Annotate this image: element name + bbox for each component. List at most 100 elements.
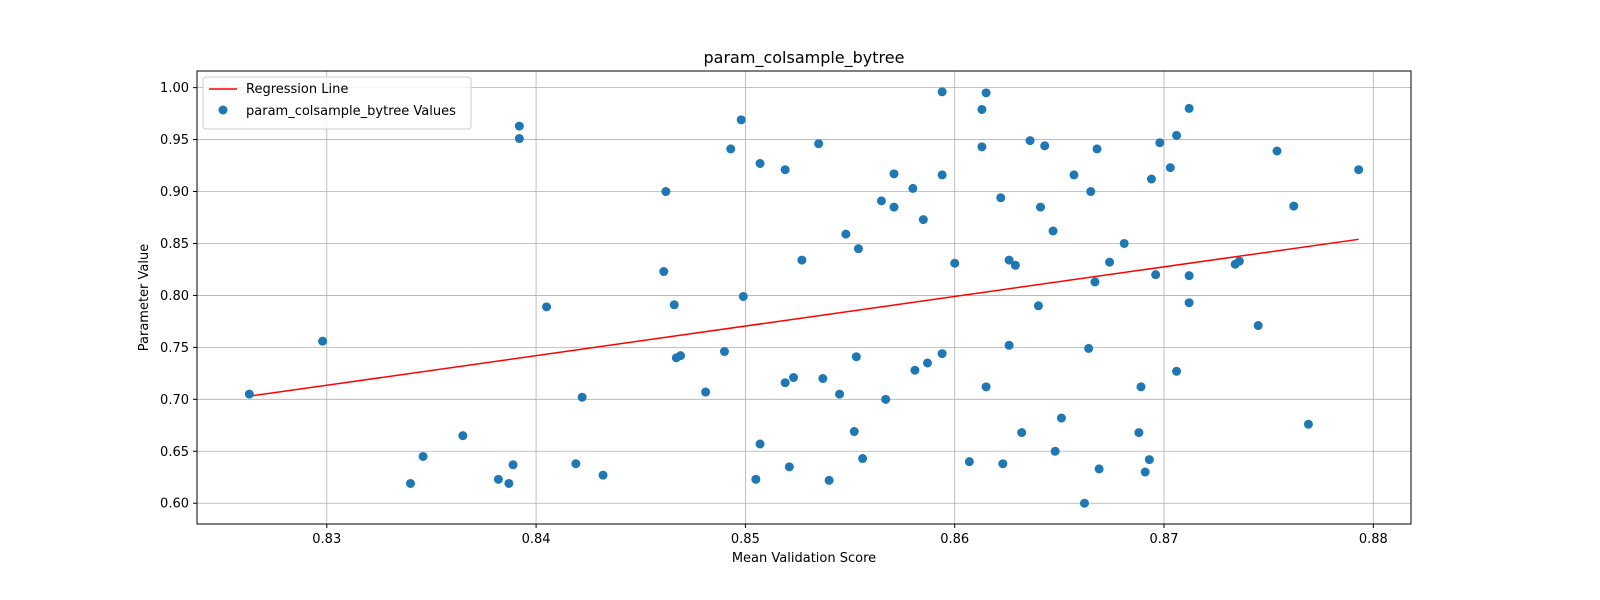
scatter-point <box>1146 174 1156 184</box>
scatter-point <box>755 439 765 449</box>
scatter-point <box>1354 165 1364 175</box>
scatter-point <box>835 389 845 399</box>
scatter-point <box>922 358 932 368</box>
scatter-point <box>780 165 790 175</box>
regression-line <box>249 238 1359 397</box>
scatter-point <box>1184 271 1194 281</box>
scatter-point <box>1050 446 1060 456</box>
scatter-point <box>937 349 947 359</box>
scatter-point <box>814 139 824 149</box>
scatter-point <box>996 193 1006 203</box>
scatter-point <box>1119 238 1129 248</box>
scatter-point <box>318 336 328 346</box>
chart-title: param_colsample_bytree <box>704 48 905 68</box>
scatter-point <box>504 478 514 488</box>
scatter-point <box>676 351 686 361</box>
scatter-point <box>1079 498 1089 508</box>
scatter-point <box>542 302 552 312</box>
scatter-point <box>908 183 918 193</box>
scatter-point <box>1056 413 1066 423</box>
y-tick-label: 1.00 <box>160 81 189 96</box>
x-tick-label: 0.87 <box>1150 532 1179 547</box>
legend-scatter-label: param_colsample_bytree Values <box>246 104 456 119</box>
scatter-point <box>858 454 868 464</box>
scatter-point <box>1303 419 1313 429</box>
scatter-point <box>508 460 518 470</box>
x-tick-label: 0.83 <box>312 532 341 547</box>
legend: Regression Line param_colsample_bytree V… <box>202 76 472 130</box>
scatter-point <box>514 121 524 131</box>
scatter-point <box>659 267 669 277</box>
scatter-point <box>780 378 790 388</box>
scatter-point <box>824 475 834 485</box>
scatter-point <box>736 115 746 125</box>
scatter-point <box>889 202 899 212</box>
grid <box>197 71 1411 524</box>
y-tick-label: 0.85 <box>160 237 189 252</box>
scatter-point <box>889 169 899 179</box>
scatter-point <box>598 470 608 480</box>
scatter-point <box>876 196 886 206</box>
scatter-point <box>1172 366 1182 376</box>
scatter-point <box>1105 257 1115 267</box>
scatter-point <box>1033 301 1043 311</box>
scatter-point <box>998 459 1008 469</box>
scatter-point <box>669 300 679 310</box>
scatter-point <box>1010 260 1020 270</box>
regression-line-layer <box>249 238 1359 397</box>
y-tick-label: 0.80 <box>160 289 189 304</box>
scatter-point <box>571 459 581 469</box>
legend-regression-label: Regression Line <box>246 82 348 97</box>
scatter-point <box>1134 428 1144 438</box>
scatter-point <box>789 373 799 383</box>
scatter-point <box>784 462 794 472</box>
scatter-point <box>1151 270 1161 280</box>
scatter-point <box>1092 144 1102 154</box>
y-axis-ticks: 0.60 0.65 0.70 0.75 0.80 0.85 0.90 0.95 1.00 <box>160 81 197 512</box>
y-axis-title: Parameter Value <box>137 244 152 351</box>
scatter-point <box>1184 298 1194 308</box>
scatter-point <box>1144 455 1154 465</box>
scatter-point <box>1272 146 1282 156</box>
scatter-point <box>1069 170 1079 180</box>
scatter-point <box>1140 467 1150 477</box>
scatter-point <box>726 144 736 154</box>
scatter-point <box>1090 277 1100 287</box>
scatter-point <box>1084 343 1094 353</box>
x-tick-label: 0.85 <box>731 532 760 547</box>
scatter-point <box>1004 340 1014 350</box>
scatter-point <box>1136 382 1146 392</box>
scatter-point <box>849 427 859 437</box>
scatter-point <box>1253 321 1263 331</box>
y-tick-label: 0.90 <box>160 185 189 200</box>
scatter-point <box>493 474 503 484</box>
scatter-point <box>1289 201 1299 211</box>
scatter-point <box>1172 130 1182 140</box>
x-tick-label: 0.86 <box>940 532 969 547</box>
scatter-point <box>1048 226 1058 236</box>
y-tick-label: 0.65 <box>160 445 189 460</box>
x-tick-label: 0.88 <box>1359 532 1388 547</box>
scatter-point <box>751 474 761 484</box>
plot-frame <box>196 70 1412 525</box>
scatter-point <box>1025 136 1035 146</box>
scatter-point <box>918 215 928 225</box>
legend-box <box>202 76 472 130</box>
scatter-point <box>661 187 671 197</box>
scatter-point <box>577 392 587 402</box>
scatter-point <box>950 258 960 268</box>
y-tick-label: 0.75 <box>160 341 189 356</box>
scatter-point <box>981 88 991 98</box>
scatter-point <box>1040 141 1050 151</box>
scatter-point <box>719 347 729 357</box>
scatter-point <box>738 291 748 301</box>
scatter-point <box>418 451 428 461</box>
scatter-point <box>458 431 468 441</box>
scatter-point <box>1234 256 1244 266</box>
scatter-point <box>1094 464 1104 474</box>
scatter-point <box>1184 103 1194 113</box>
scatter-point <box>881 394 891 404</box>
scatter-point <box>244 389 254 399</box>
scatter-point <box>937 87 947 97</box>
